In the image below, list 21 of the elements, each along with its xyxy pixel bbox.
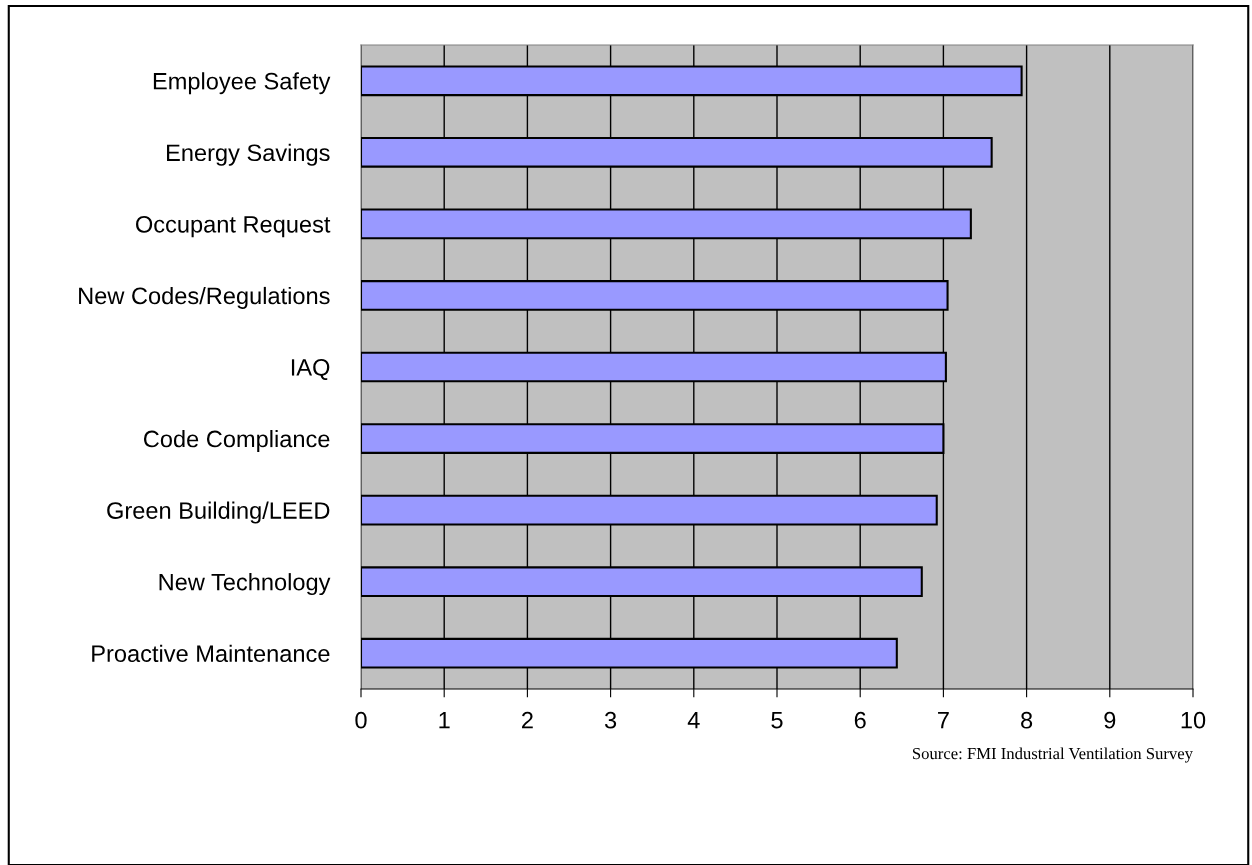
y-tick-label: Code Compliance	[143, 430, 330, 453]
y-tick-label: Green Building/LEED	[107, 501, 330, 524]
source-note: Source: FMI Industrial Ventilation Survey	[912, 747, 1193, 763]
x-tick-label: 9	[1104, 711, 1116, 729]
x-tick-label: 8	[1021, 711, 1033, 729]
x-tick-label: 4	[687, 712, 700, 729]
x-tick-label: 5	[771, 712, 783, 729]
x-tick-label: 7	[938, 712, 949, 729]
x-tick-label: 1	[439, 712, 450, 729]
y-tick-label: New Technology	[159, 573, 331, 596]
y-tick-label: New Codes/Regulations	[79, 286, 330, 309]
x-tick-label: 0	[355, 711, 367, 729]
x-tick-label: 3	[604, 711, 617, 729]
y-tick-label: Energy Savings	[167, 143, 330, 166]
y-tick-label: Occupant Request	[136, 215, 331, 238]
x-tick-label: 10	[1181, 711, 1206, 729]
y-tick-label: IAQ	[291, 359, 330, 381]
y-tick-label: Employee Safety	[153, 72, 331, 95]
y-tick-label: Proactive Maintenance	[92, 644, 330, 663]
x-tick-label: 6	[854, 711, 866, 729]
x-tick-label: 2	[522, 711, 533, 729]
